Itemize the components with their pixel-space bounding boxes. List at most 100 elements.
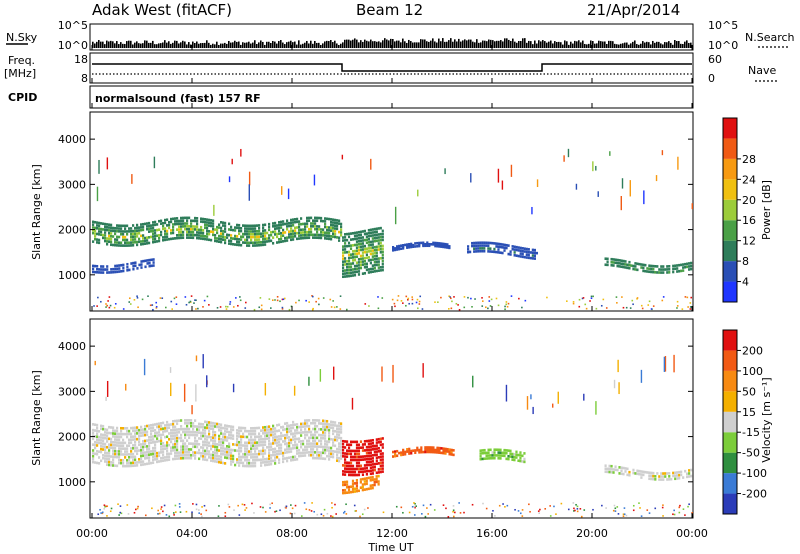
echo-cell	[620, 466, 623, 469]
echo-cell	[330, 449, 333, 453]
echo-cell	[521, 247, 524, 250]
echo-cell	[363, 455, 367, 458]
echo-cell	[434, 243, 437, 246]
echo-cell	[226, 444, 229, 448]
echo-cell	[218, 440, 221, 444]
echo-cell	[100, 268, 103, 271]
nsky-bar	[630, 43, 632, 48]
echo-cell	[342, 269, 345, 273]
echo-cell	[355, 455, 359, 459]
echo-cell	[148, 227, 151, 231]
echo-cell	[210, 238, 213, 242]
echo-cell	[122, 263, 125, 267]
noise-cell	[165, 306, 167, 309]
echo-cell	[252, 458, 255, 462]
noise-cell	[518, 297, 520, 300]
echo-cell	[170, 237, 173, 241]
echo-cell	[214, 422, 217, 425]
echo-cell	[274, 427, 277, 430]
streak-cell	[530, 394, 532, 400]
echo-cell	[292, 426, 295, 430]
echo-cell	[206, 238, 209, 241]
nsky-bar	[536, 43, 538, 48]
echo-cell	[208, 429, 211, 433]
noise-cell	[504, 308, 506, 311]
echo-cell	[349, 470, 353, 474]
echo-cell	[402, 448, 405, 452]
echo-cell	[322, 448, 325, 452]
echo-cell	[184, 448, 187, 451]
echo-cell	[92, 226, 95, 229]
echo-cell	[349, 268, 353, 272]
velocity-ylabel: Slant Range [km]	[30, 370, 43, 466]
noise-cell	[639, 507, 641, 509]
echo-cell	[369, 478, 372, 482]
echo-cell	[156, 422, 159, 426]
echo-cell	[212, 430, 215, 434]
echo-cell	[232, 228, 235, 232]
echo-cell	[314, 216, 317, 220]
echo-cell	[194, 430, 197, 434]
nsky-bar	[424, 39, 426, 48]
noise-cell	[617, 513, 620, 515]
echo-cell	[112, 270, 115, 274]
nsky-bar	[484, 40, 486, 48]
echo-cell	[432, 448, 435, 452]
echo-cell	[222, 426, 225, 430]
echo-cell	[116, 238, 119, 242]
echo-cell	[682, 266, 685, 269]
echo-cell	[357, 270, 361, 273]
echo-cell	[206, 446, 209, 450]
noise-cell	[203, 504, 206, 507]
echo-cell	[355, 489, 359, 493]
echo-cell	[154, 220, 157, 224]
noise-cell	[106, 505, 109, 508]
noise-cell	[422, 504, 425, 507]
echo-cell	[418, 244, 421, 248]
echo-cell	[218, 460, 221, 464]
noise-cell	[458, 502, 460, 504]
echo-cell	[198, 437, 201, 440]
echo-cell	[347, 491, 351, 494]
echo-cell	[120, 461, 123, 465]
echo-cell	[316, 227, 319, 231]
echo-cell	[345, 491, 349, 494]
echo-cell	[636, 469, 639, 473]
noise-cell	[155, 307, 158, 309]
echo-cell	[521, 249, 524, 253]
echo-cell	[214, 228, 217, 231]
echo-cell	[402, 245, 405, 249]
nsky-bar	[662, 44, 664, 48]
echo-cell	[347, 485, 351, 489]
echo-cell	[527, 253, 530, 257]
echo-cell	[652, 471, 655, 475]
echo-cell	[406, 243, 409, 246]
echo-cell	[126, 461, 129, 465]
nsky-bar	[512, 38, 514, 48]
echo-cell	[328, 229, 331, 232]
echo-cell	[118, 435, 121, 439]
echo-cell	[136, 429, 139, 432]
echo-cell	[270, 462, 273, 466]
nsky-bar	[110, 40, 112, 48]
echo-cell	[92, 457, 95, 461]
echo-cell	[148, 453, 151, 457]
echo-cell	[144, 457, 147, 460]
echo-cell	[188, 421, 191, 425]
echo-cell	[604, 464, 607, 468]
echo-cell	[338, 421, 341, 425]
noise-cell	[276, 299, 279, 302]
echo-cell	[533, 248, 536, 252]
echo-cell	[228, 430, 231, 434]
echo-cell	[404, 452, 407, 456]
echo-cell	[489, 448, 492, 452]
echo-cell	[363, 247, 367, 251]
freq-units-label: [MHz]	[4, 67, 36, 80]
echo-cell	[162, 450, 165, 454]
noise-cell	[363, 508, 366, 511]
echo-cell	[138, 457, 141, 461]
echo-cell	[198, 442, 201, 446]
echo-cell	[688, 475, 691, 478]
echo-cell	[104, 454, 107, 457]
echo-cell	[674, 471, 677, 475]
